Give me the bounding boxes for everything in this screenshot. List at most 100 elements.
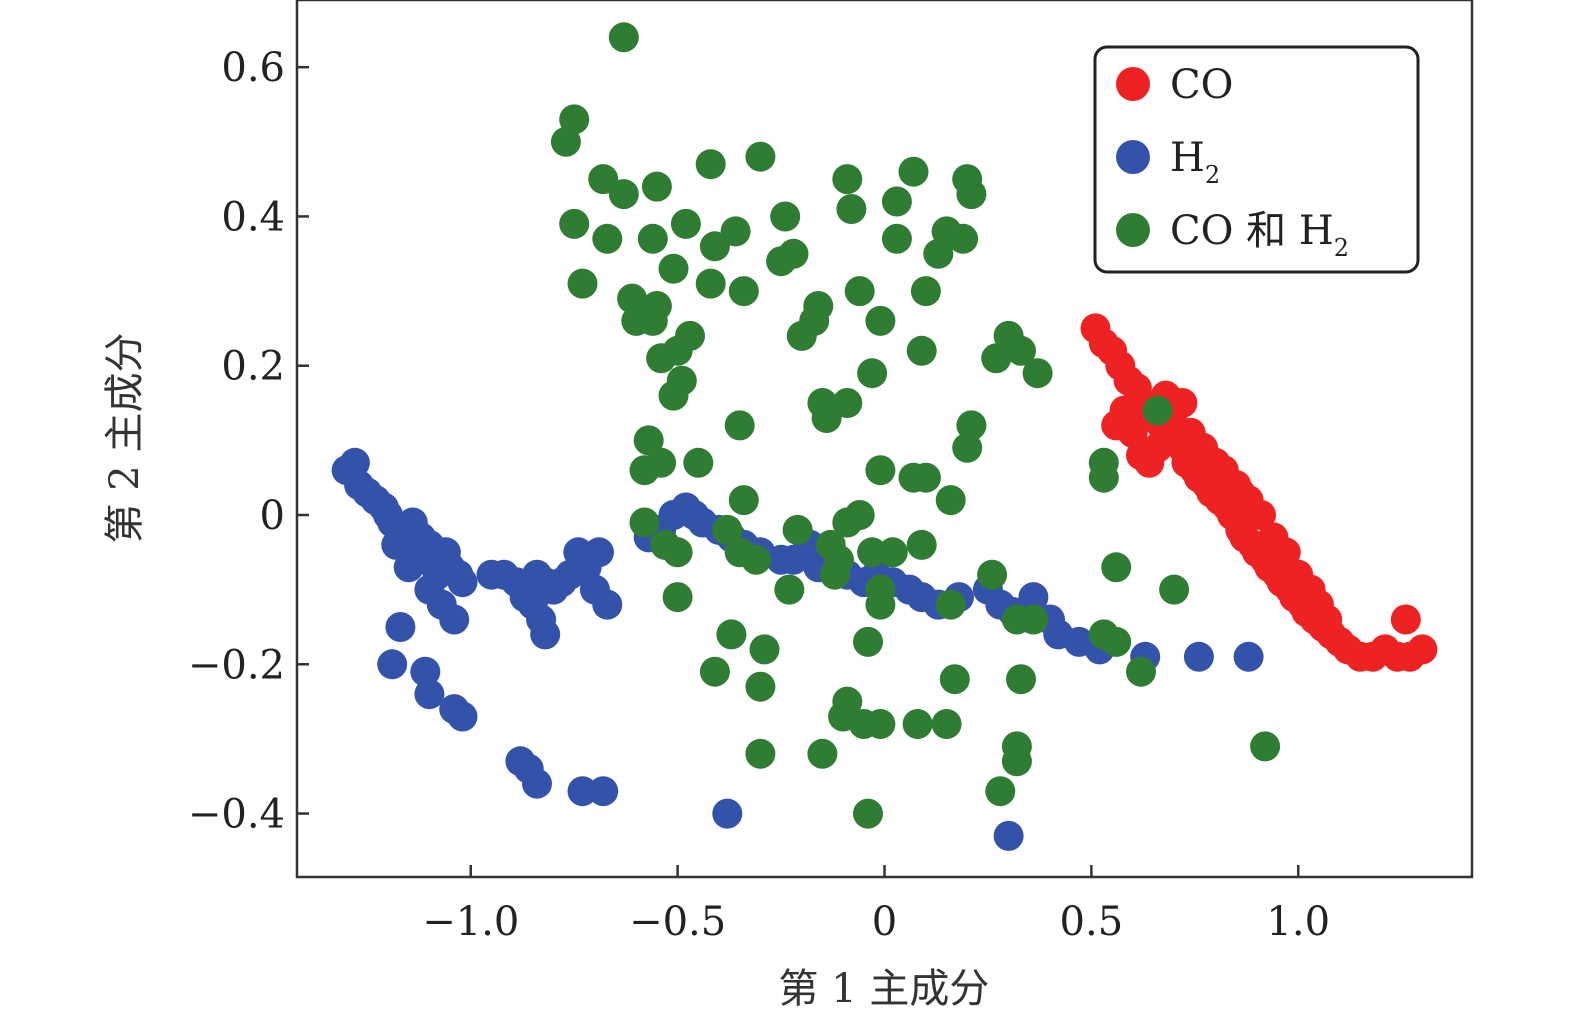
series-2-point — [952, 432, 983, 463]
series-1-point — [592, 589, 623, 620]
series-2-point — [749, 634, 780, 665]
series-0-point — [1270, 537, 1301, 568]
series-1-point — [530, 619, 561, 650]
series-2-point — [637, 305, 668, 336]
series-2-point — [728, 485, 759, 516]
series-2-point — [550, 126, 581, 157]
series-2-point — [865, 589, 896, 620]
series-2-point — [857, 537, 888, 568]
series-2-point — [1101, 626, 1132, 657]
series-2-point — [956, 410, 987, 441]
series-0-point — [1407, 634, 1438, 665]
series-2-point — [865, 709, 896, 739]
series-1-point — [410, 656, 441, 687]
series-2-point — [844, 276, 875, 307]
series-2-point — [617, 283, 648, 314]
series-1-point — [1233, 641, 1264, 672]
series-1-point — [447, 701, 478, 732]
series-2-point — [745, 738, 776, 769]
series-2-point — [770, 201, 801, 232]
series-2-point — [608, 179, 639, 210]
series-1-point — [509, 582, 540, 613]
series-2-point — [637, 223, 668, 254]
points-layer — [331, 22, 1438, 851]
series-2-point — [865, 305, 896, 336]
y-tick-label: 0.6 — [221, 45, 285, 91]
series-0-point — [1390, 604, 1421, 635]
series-2-point — [720, 216, 751, 247]
series-2-point — [588, 164, 619, 195]
x-axis-ticks: −1.0 −0.5 0 0.5 1.0 — [422, 865, 1330, 945]
series-2-point — [662, 582, 693, 613]
series-0-point — [1246, 500, 1276, 530]
series-1-point — [1183, 641, 1214, 672]
series-0-point — [1117, 403, 1148, 433]
series-2-point — [658, 253, 689, 284]
series-2-point — [807, 738, 838, 769]
series-2-point — [745, 141, 776, 172]
series-2-point — [567, 268, 598, 299]
legend-box — [1093, 45, 1420, 274]
series-1-point — [385, 612, 416, 642]
series-1-point — [567, 776, 598, 807]
x-axis-label: 第 1 主成分 — [779, 966, 990, 1012]
series-2-point — [1250, 731, 1281, 762]
series-2-point — [1126, 656, 1156, 687]
series-1-point — [522, 768, 552, 799]
series-2-point — [662, 537, 693, 568]
legend: CO H2 CO 和 H2 — [1093, 45, 1420, 274]
series-2-point — [877, 537, 908, 568]
y-tick-label: 0.4 — [221, 194, 285, 240]
x-tick-label: 0.5 — [1060, 899, 1124, 945]
series-2-point — [724, 410, 755, 441]
series-1-point — [1018, 582, 1049, 613]
series-2-point — [1088, 462, 1119, 493]
series-2-point — [1142, 395, 1173, 426]
y-tick-label: −0.4 — [188, 792, 285, 838]
series-2-point — [1022, 358, 1053, 389]
series-2-point — [948, 223, 979, 254]
series-1-point — [414, 679, 445, 710]
series-2-point — [1159, 574, 1190, 605]
series-2-point — [881, 223, 912, 254]
legend-marker-0 — [1116, 67, 1150, 101]
series-2-point — [836, 194, 867, 224]
series-2-point — [981, 343, 1012, 374]
series-2-point — [1101, 552, 1132, 583]
series-2-point — [898, 156, 929, 187]
series-1-point — [993, 820, 1024, 851]
series-2-point — [712, 514, 743, 545]
series-2-point — [939, 664, 970, 695]
series-2-point — [985, 776, 1016, 807]
series-2-point — [745, 671, 776, 702]
x-tick-label: 0 — [872, 899, 897, 945]
series-2-point — [774, 574, 805, 605]
series-2-point — [675, 320, 705, 351]
series-2-point — [977, 559, 1008, 590]
series-2-point — [906, 335, 937, 366]
series-2-point — [1006, 664, 1036, 695]
series-2-point — [1001, 746, 1032, 777]
series-2-point — [819, 559, 850, 590]
series-2-point — [931, 709, 962, 739]
series-0-point — [1312, 604, 1343, 635]
series-0-point — [1142, 432, 1173, 463]
series-2-point — [633, 425, 664, 456]
series-1-point — [393, 552, 424, 583]
series-2-point — [865, 455, 896, 486]
series-2-point — [778, 238, 809, 269]
x-tick-label: 1.0 — [1266, 899, 1330, 945]
series-2-point — [782, 514, 813, 545]
series-2-point — [902, 709, 933, 739]
series-1-point — [712, 798, 743, 829]
series-2-point — [608, 22, 639, 53]
y-tick-label: 0.2 — [221, 344, 285, 390]
series-2-point — [803, 291, 834, 321]
series-1-point — [439, 604, 470, 635]
series-0-point — [1192, 462, 1223, 493]
legend-label-2: CO 和 H2 — [1170, 208, 1349, 262]
y-tick-label: 0 — [260, 493, 285, 539]
series-1-point — [584, 537, 614, 568]
series-2-point — [670, 208, 701, 239]
series-2-point — [741, 544, 772, 575]
